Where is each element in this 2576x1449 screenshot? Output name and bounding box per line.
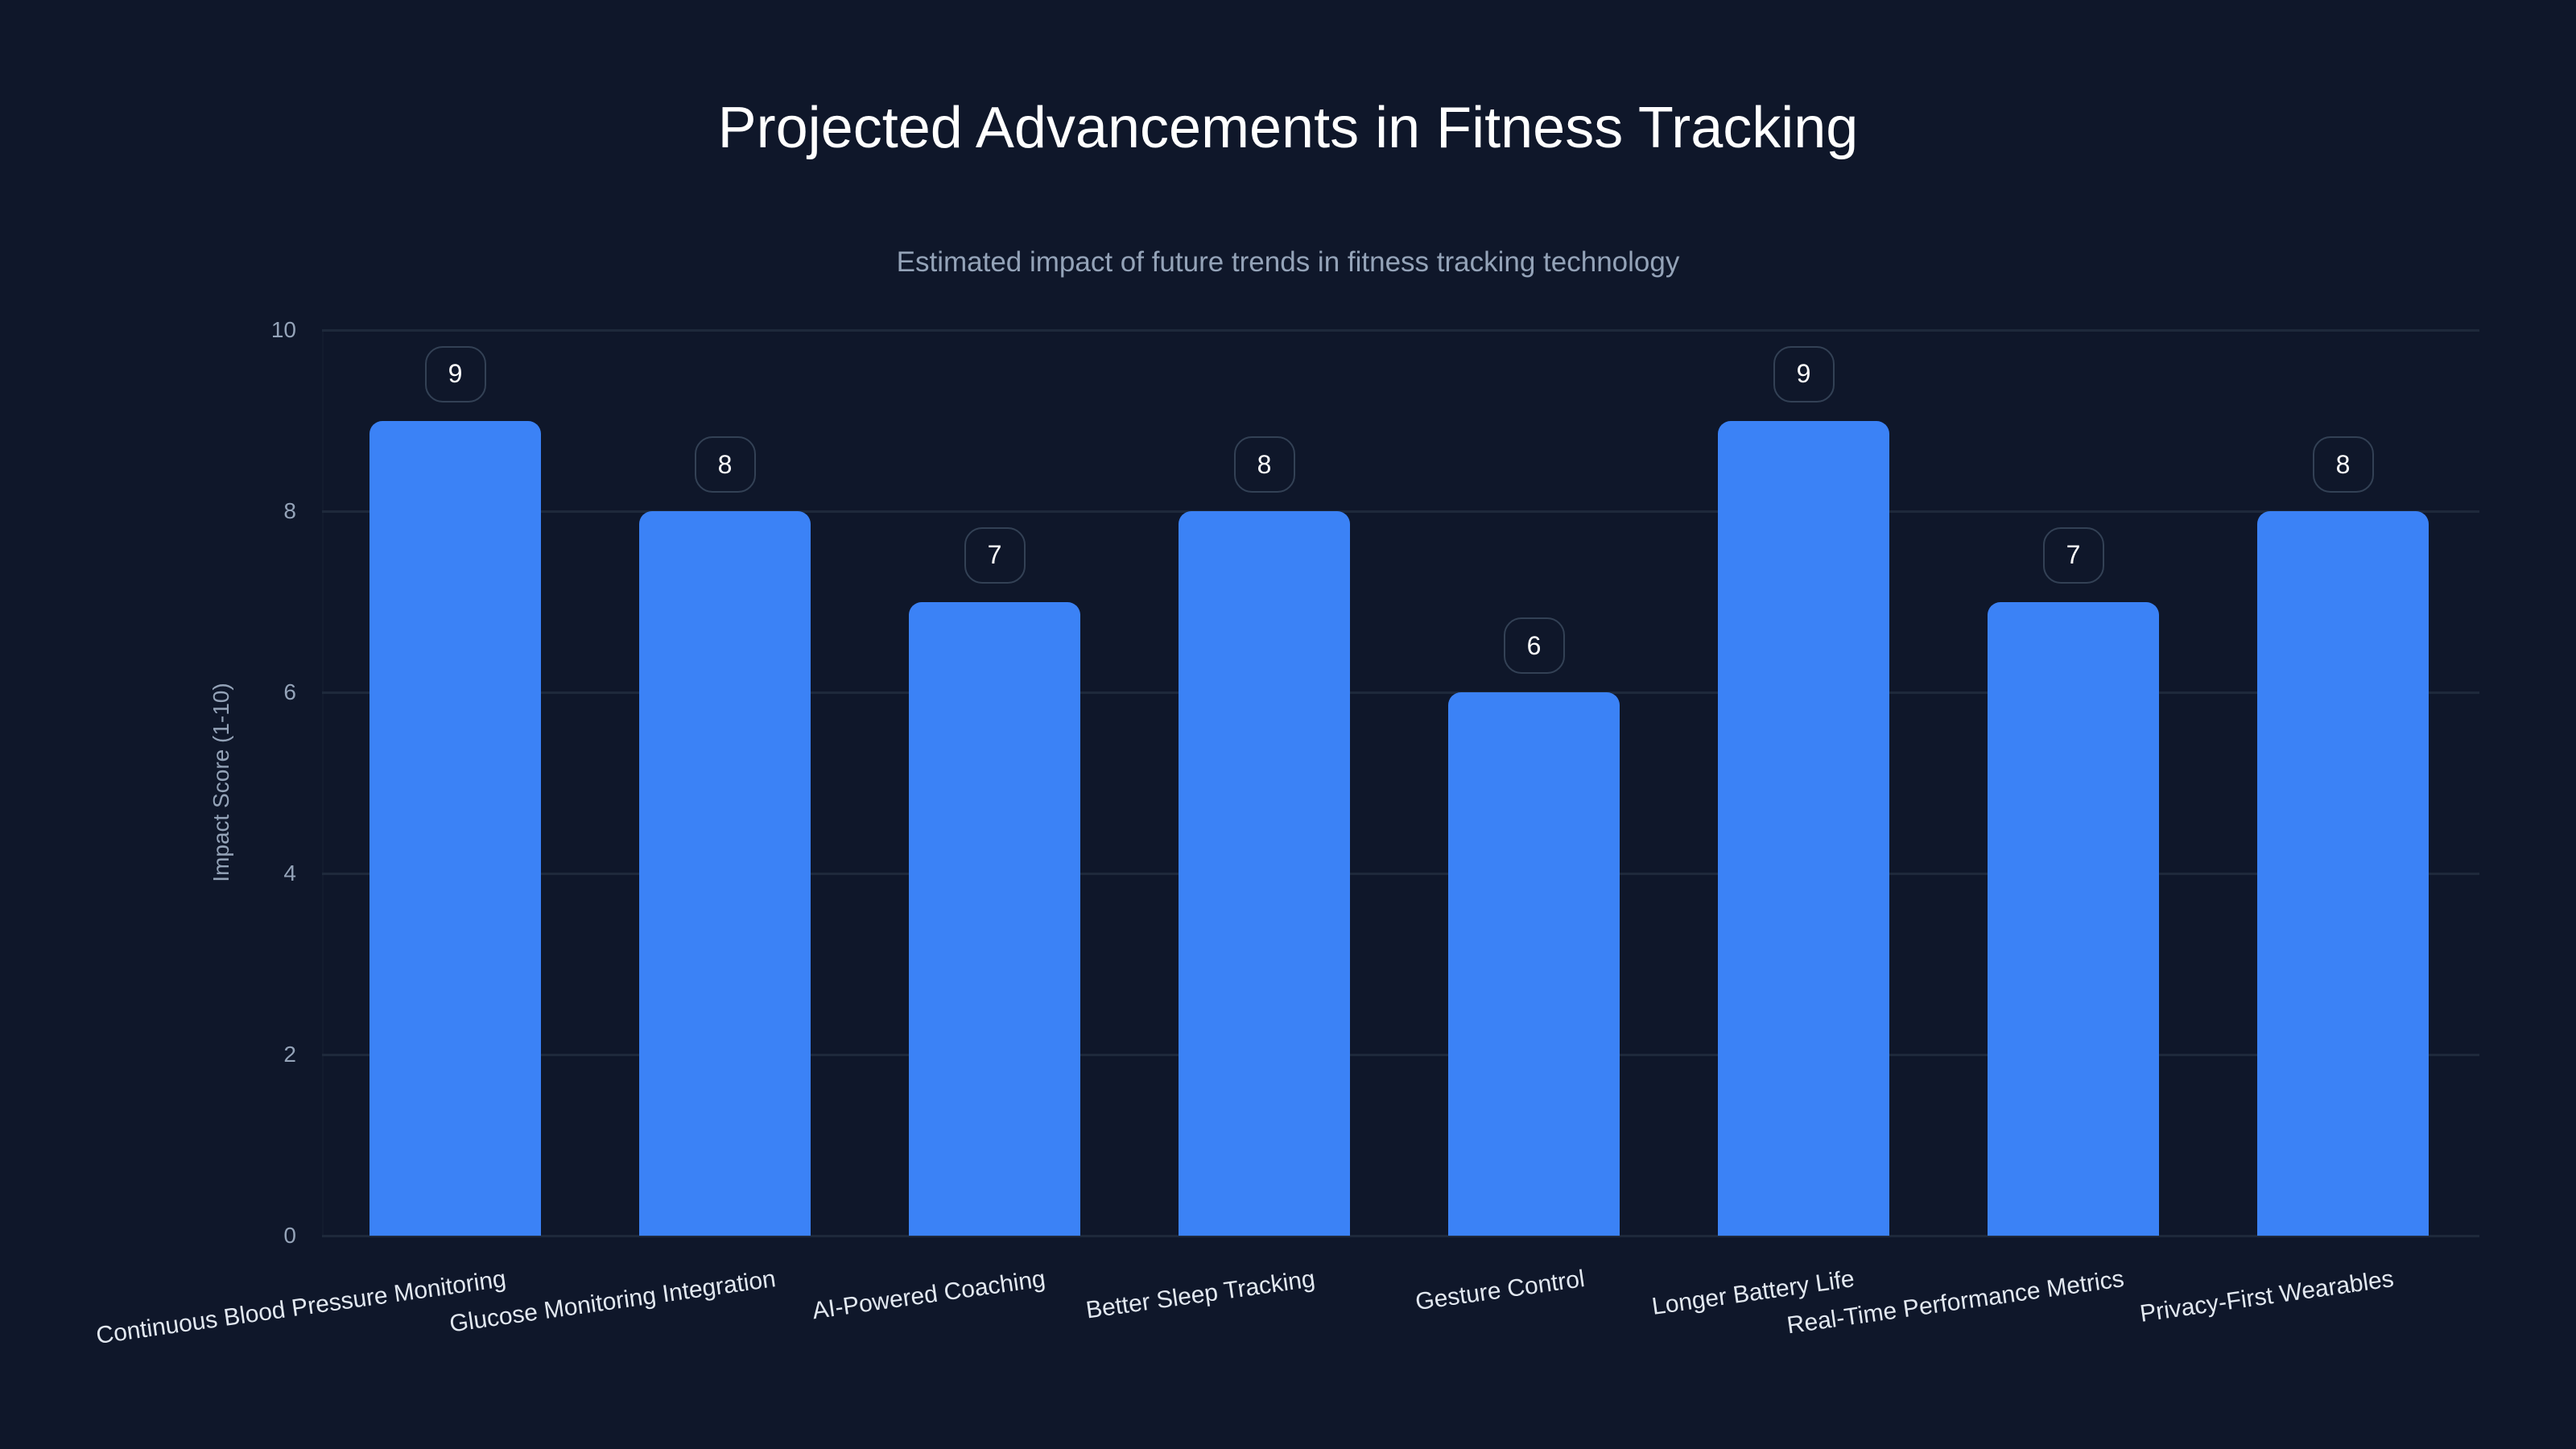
x-tick-label: Gesture Control (1413, 1265, 1587, 1316)
bar[interactable] (369, 420, 541, 1236)
chart-subtitle: Estimated impact of future trends in fit… (896, 246, 1680, 278)
x-tick-label: AI-Powered Coaching (810, 1265, 1047, 1325)
y-tick-label: 0 (283, 1223, 296, 1248)
x-tick-label: Continuous Blood Pressure Monitoring (93, 1265, 508, 1350)
y-tick-label: 8 (283, 498, 296, 523)
grid-line (322, 329, 2479, 332)
bar[interactable] (1988, 601, 2159, 1236)
y-tick-label: 6 (283, 679, 296, 704)
value-label: 8 (2312, 436, 2374, 493)
value-label: 6 (1503, 617, 1565, 674)
bar[interactable] (1179, 511, 1350, 1236)
value-label: 7 (2042, 526, 2104, 584)
value-label: 8 (694, 436, 756, 493)
bar[interactable] (1448, 692, 1620, 1236)
grid-line (322, 1054, 2479, 1056)
x-tick-label: Better Sleep Tracking (1084, 1265, 1317, 1324)
y-tick-label: 4 (283, 861, 296, 886)
value-label: 9 (424, 345, 486, 402)
value-label: 7 (964, 526, 1026, 584)
value-label: 9 (1773, 345, 1835, 402)
bar[interactable] (1718, 420, 1889, 1236)
bar[interactable] (2257, 511, 2429, 1236)
grid-line (322, 510, 2479, 513)
y-tick-label: 10 (270, 317, 296, 342)
value-label: 8 (1233, 436, 1295, 493)
y-axis-label: Impact Score (1-10) (208, 683, 233, 882)
plot-left-border (322, 330, 324, 1236)
grid-line (322, 691, 2479, 694)
chart-title: Projected Advancements in Fitness Tracki… (717, 96, 1859, 160)
grid-line (322, 1235, 2479, 1237)
y-tick-label: 2 (283, 1042, 296, 1067)
x-tick-label: Privacy-First Wearables (2137, 1265, 2396, 1327)
bar[interactable] (909, 601, 1080, 1236)
grid-line (322, 873, 2479, 875)
bar[interactable] (639, 511, 811, 1236)
